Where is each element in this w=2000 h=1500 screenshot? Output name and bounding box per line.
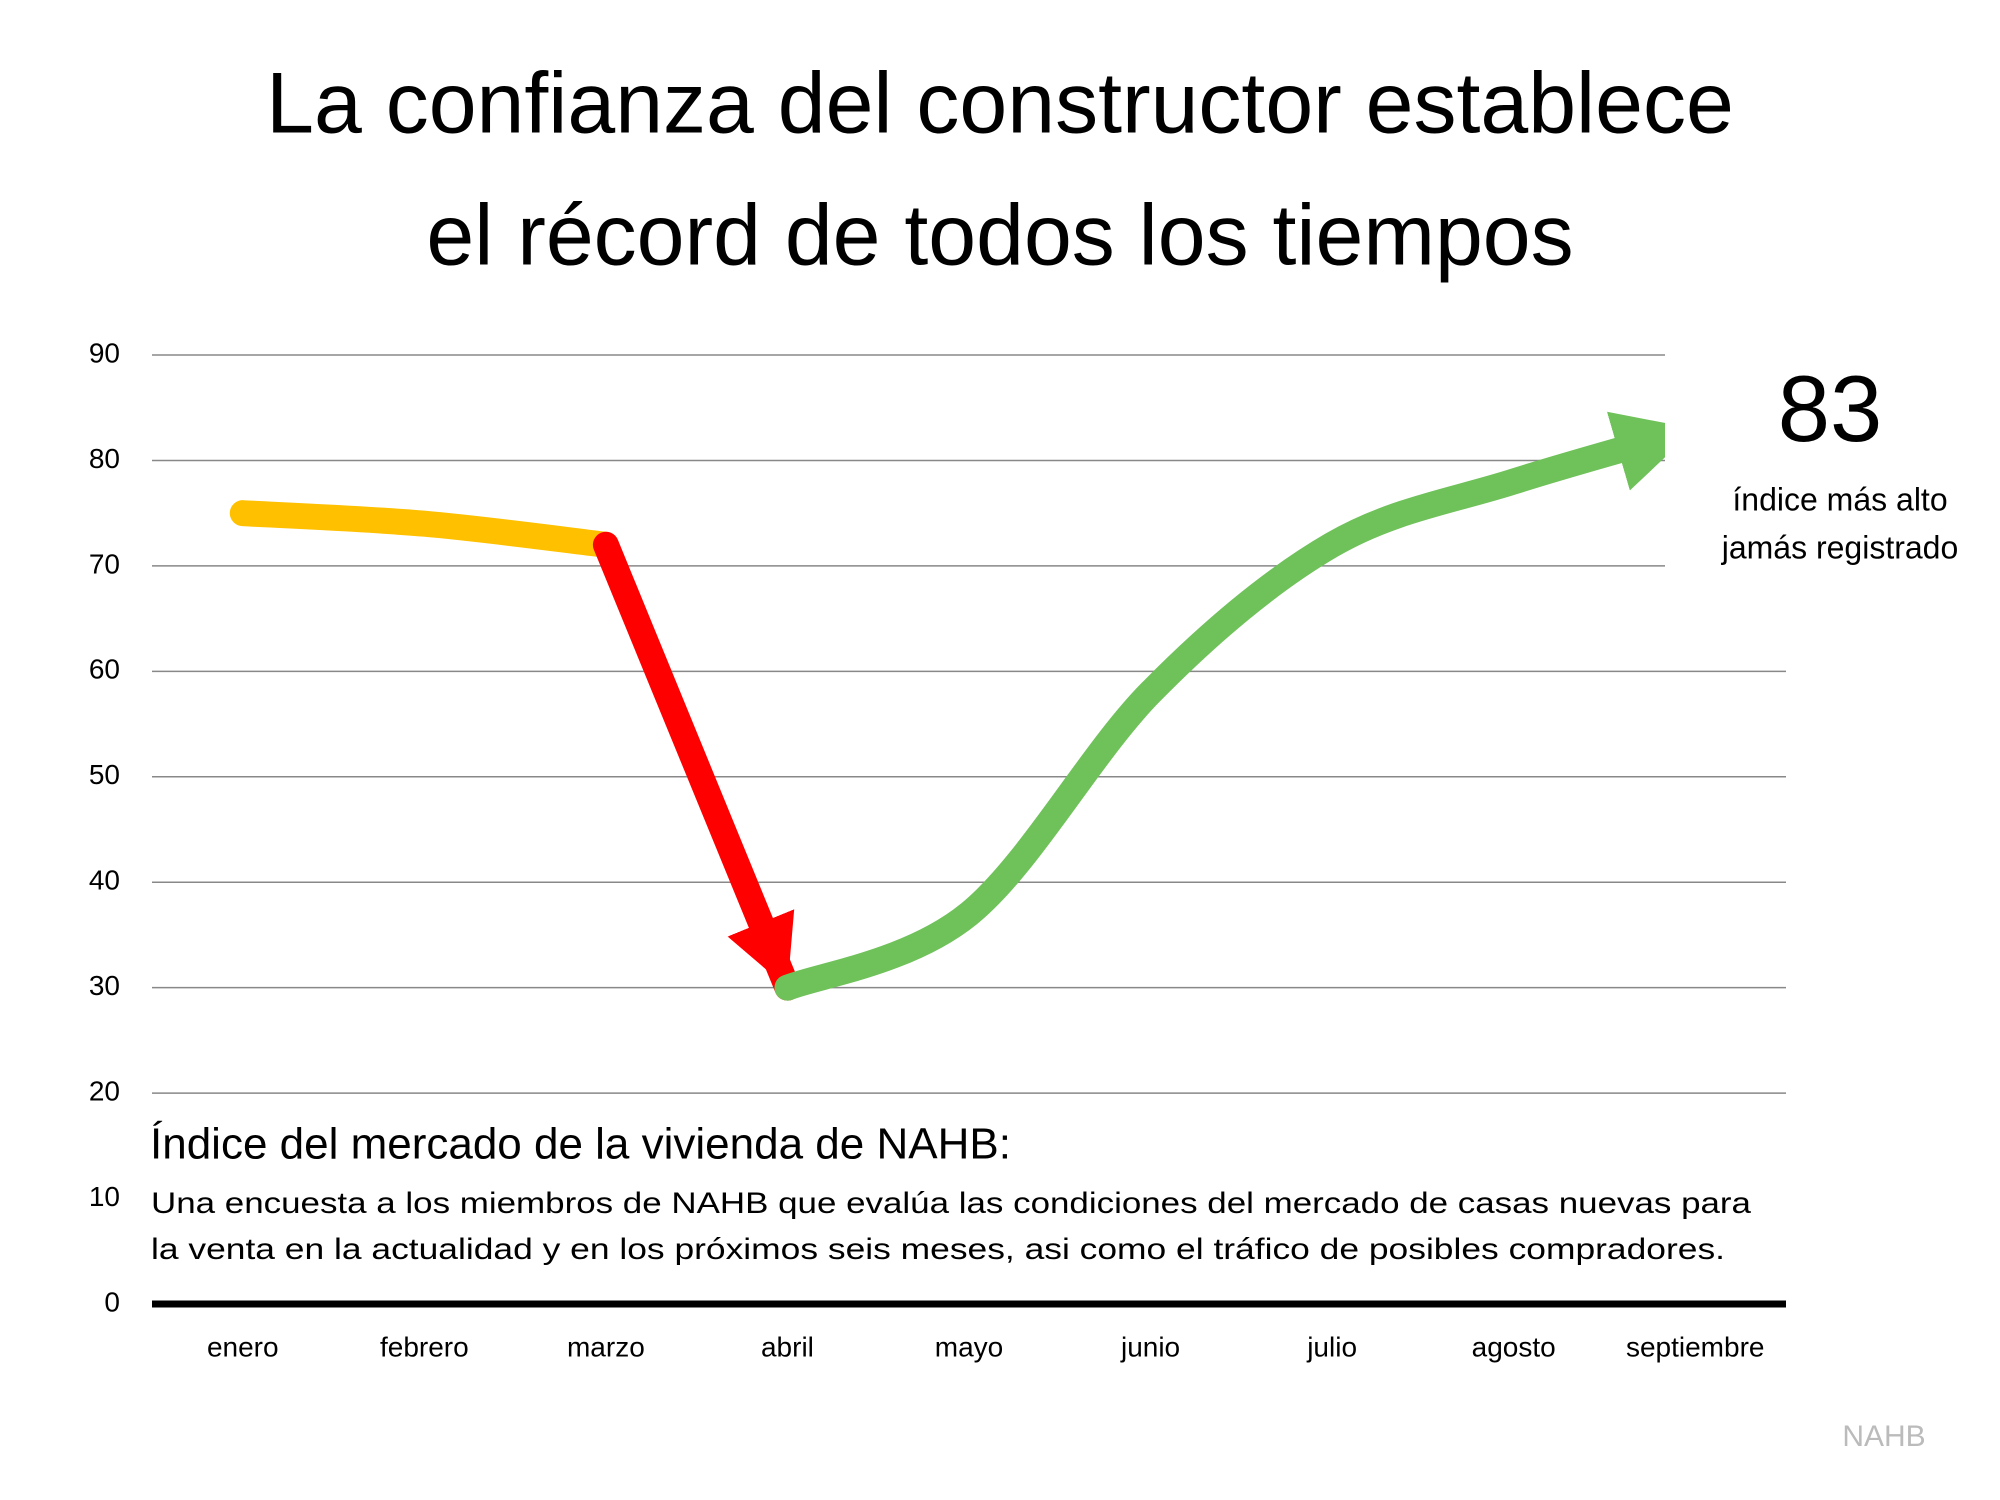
callout-value: 83 xyxy=(1778,356,1883,461)
plot xyxy=(229,411,1709,1001)
y-tick-label: 40 xyxy=(89,865,120,896)
description-text: Una encuesta a los miembros de NAHB que … xyxy=(151,1187,1752,1220)
x-tick-label: julio xyxy=(1306,1331,1357,1362)
y-tick-label: 10 xyxy=(89,1181,120,1212)
x-tick-label: abril xyxy=(761,1331,814,1362)
y-tick-label: 60 xyxy=(89,654,120,685)
y-tick-label: 80 xyxy=(89,443,120,474)
callout-text: índice más alto xyxy=(1732,481,1947,517)
description-bg xyxy=(140,1112,1790,1282)
y-tick-label: 30 xyxy=(89,970,120,1001)
callout-text: jamás registrado xyxy=(1721,529,1959,565)
line-series xyxy=(774,411,1709,1001)
y-tick-label: 70 xyxy=(89,548,120,579)
callout-bg xyxy=(1665,340,2000,590)
grid xyxy=(152,354,1786,1308)
x-tick-label: mayo xyxy=(935,1331,1003,1362)
x-tick-label: septiembre xyxy=(1626,1331,1765,1362)
description-text: la venta en la actualidad y en los próxi… xyxy=(151,1233,1725,1266)
y-tick-label: 50 xyxy=(89,759,120,790)
x-tick-label: marzo xyxy=(567,1331,645,1362)
chart-title: el récord de todos los tiempos xyxy=(426,188,1573,284)
line-series xyxy=(229,500,619,558)
line-series xyxy=(592,531,801,1001)
x-tick-label: febrero xyxy=(380,1331,469,1362)
y-tick-label: 90 xyxy=(89,337,120,368)
source: NAHB xyxy=(1842,1420,1925,1453)
x-tick-label: agosto xyxy=(1472,1331,1556,1362)
y-tick-label: 20 xyxy=(89,1076,120,1107)
y-tick-label: 0 xyxy=(104,1286,120,1317)
chart-title: La confianza del constructor establece xyxy=(266,56,1734,152)
x-tick-label: junio xyxy=(1120,1331,1180,1362)
x-tick-label: enero xyxy=(207,1331,279,1362)
description-title: Índice del mercado de la vivienda de NAH… xyxy=(150,1120,1011,1169)
